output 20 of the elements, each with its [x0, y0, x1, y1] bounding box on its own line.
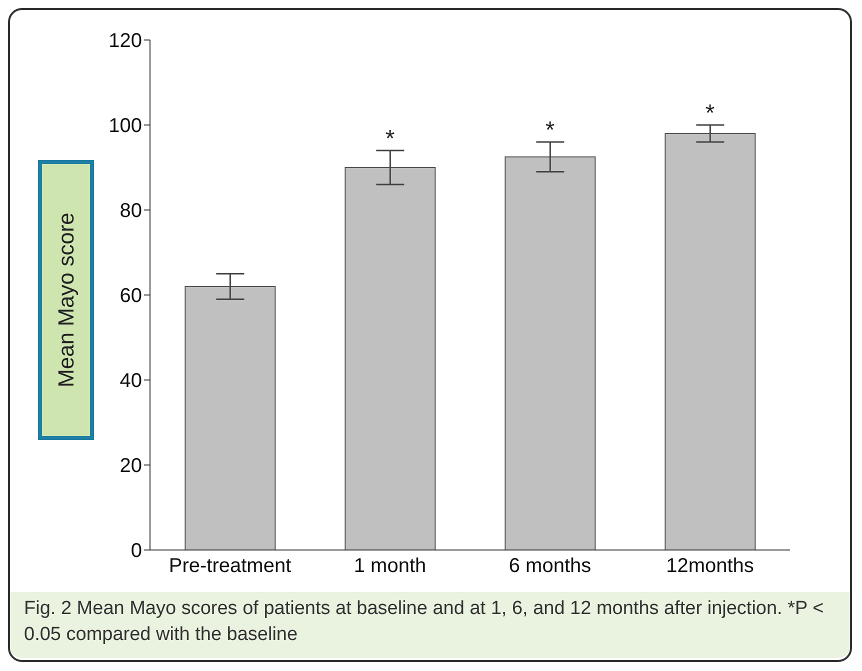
x-tick-label: 12months [666, 555, 754, 578]
y-tick-label: 100 [108, 115, 142, 138]
bar [504, 156, 596, 550]
bar [344, 167, 436, 550]
annotation: * [705, 100, 715, 127]
y-tick-label: 40 [120, 370, 142, 392]
bar [184, 286, 276, 550]
bar [664, 133, 756, 550]
x-tick-label: 6 months [508, 555, 592, 578]
x-tick-label: 1 month [354, 555, 426, 578]
y-tick-label: 20 [120, 455, 142, 478]
y-tick-label: 60 [120, 285, 142, 308]
x-tick-label: Pre-treatment [168, 555, 292, 578]
y-axis-title: Mean Mayo score [53, 212, 79, 388]
y-tick-label: 120 [108, 30, 142, 52]
caption: Fig. 2 Mean Mayo scores of patients at baseline and at 1, 6, and 12 months after injection. *P < 0.05 compared with the baseline [24, 597, 825, 647]
annotation: * [545, 117, 555, 144]
y-tick-label: 80 [120, 200, 142, 222]
annotation: * [385, 126, 395, 152]
y-tick-label: 0 [130, 540, 142, 562]
